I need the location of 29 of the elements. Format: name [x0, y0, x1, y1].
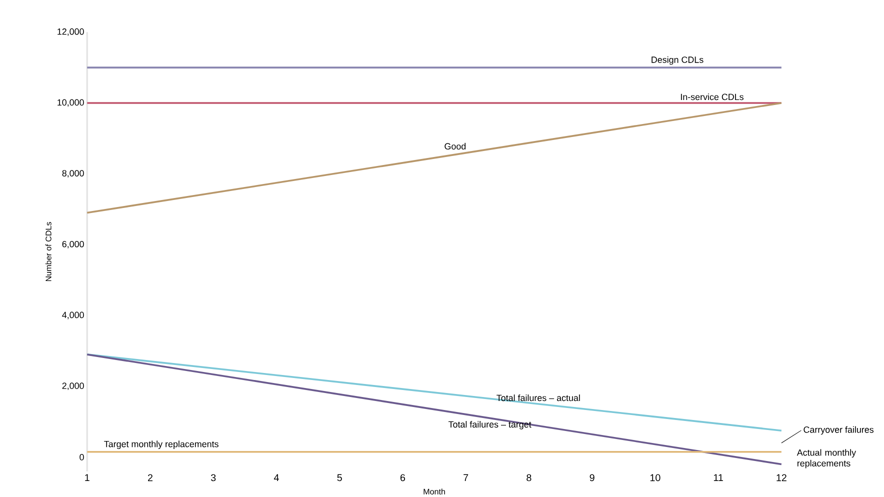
series-label: In-service CDLs	[681, 93, 744, 100]
x-tick-label: 10	[650, 474, 660, 482]
series-label: Total failures – actual	[496, 394, 580, 401]
x-tick-label: 6	[400, 474, 406, 482]
series-label: Total failures – target	[448, 420, 532, 430]
series-label: Good	[444, 142, 466, 150]
y-tick-label: 10,000	[58, 99, 84, 107]
x-tick-label: 7	[464, 474, 468, 481]
x-axis-title: Month	[424, 488, 445, 494]
x-tick-label: 11	[714, 474, 723, 481]
y-tick-label: 0	[80, 454, 84, 460]
y-axis-title: Number of CDLs	[45, 222, 52, 281]
y-tick-label: 12,000	[58, 28, 84, 36]
text: Actual monthly replacements	[796, 449, 856, 468]
y-tick-label: 2,000	[62, 382, 84, 390]
text: Carryover failures	[804, 426, 874, 435]
y-tick-label: 8,000	[62, 170, 84, 178]
x-tick-label: 3	[211, 474, 216, 482]
x-tick-label: 12	[776, 474, 786, 481]
x-tick-label: 4	[274, 474, 279, 481]
series-label: Target monthly replacements	[104, 440, 218, 449]
x-tick-label: 2	[148, 474, 152, 481]
x-tick-label: 5	[337, 474, 342, 481]
series-label: Design CDLs	[652, 56, 704, 65]
x-tick-label: 9	[590, 474, 594, 482]
x-tick-label: 8	[526, 474, 532, 482]
y-tick-label: 4,000	[62, 312, 84, 320]
x-tick-label: 1	[85, 474, 90, 481]
y-tick-label: 6,000	[62, 240, 84, 248]
